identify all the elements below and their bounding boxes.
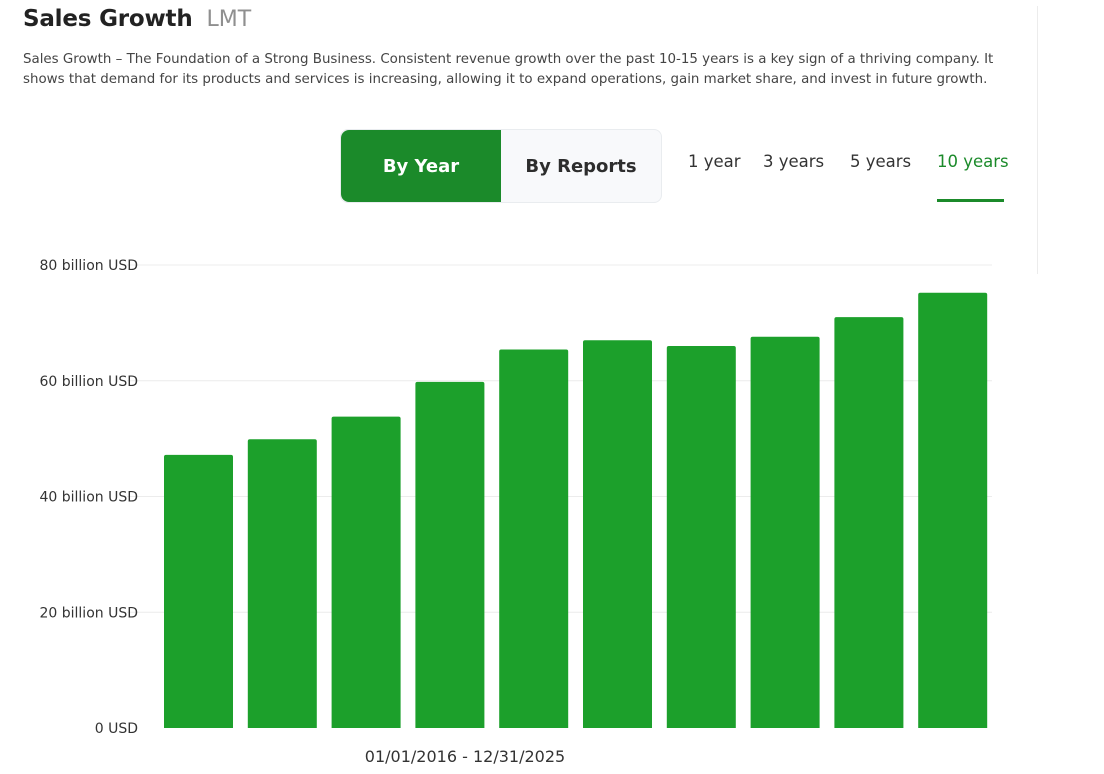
active-tab-underline	[937, 199, 1004, 202]
y-tick-label: 60 billion USD	[39, 374, 138, 390]
bar-2020[interactable]	[499, 349, 569, 728]
view-mode-toggle: By Year By Reports	[340, 129, 662, 203]
y-axis-labels: 0 USD 20 billion USD 40 billion USD 60 bill…	[39, 258, 138, 737]
tab-10-years[interactable]: 10 years	[937, 152, 1009, 171]
by-year-button[interactable]: By Year	[341, 130, 501, 202]
section-title: Sales Growth	[23, 6, 193, 32]
ticker-symbol: LMT	[206, 7, 252, 32]
bar-2016[interactable]	[164, 454, 233, 728]
section-header: Sales Growth LMT	[23, 6, 251, 32]
tab-1-year[interactable]: 1 year	[688, 152, 741, 171]
bar-series	[164, 292, 988, 728]
bar-2019[interactable]	[415, 381, 485, 728]
divider	[1037, 6, 1038, 274]
bar-2017[interactable]	[247, 439, 317, 728]
bar-2023[interactable]	[750, 336, 820, 728]
bar-2024[interactable]	[834, 317, 904, 728]
by-reports-button[interactable]: By Reports	[525, 155, 637, 177]
bar-2022[interactable]	[666, 346, 736, 728]
y-tick-label: 20 billion USD	[39, 605, 138, 621]
bar-2025[interactable]	[918, 292, 988, 728]
bar-2018[interactable]	[331, 416, 401, 728]
y-tick-label: 80 billion USD	[39, 258, 138, 274]
section-description: Sales Growth – The Foundation of a Stron…	[23, 52, 994, 87]
tab-5-years[interactable]: 5 years	[850, 152, 912, 171]
y-tick-label: 40 billion USD	[39, 490, 138, 506]
tab-3-years[interactable]: 3 years	[763, 152, 825, 171]
bar-2021[interactable]	[583, 340, 652, 728]
sales-growth-bar-chart: 0 USD 20 billion USD 40 billion USD 60 bill…	[39, 258, 992, 766]
y-tick-label: 0 USD	[95, 721, 138, 737]
x-range-label: 01/01/2016 - 12/31/2025	[365, 747, 565, 766]
